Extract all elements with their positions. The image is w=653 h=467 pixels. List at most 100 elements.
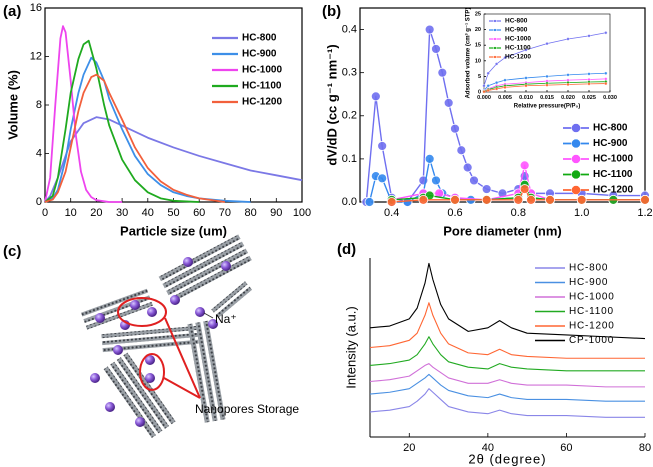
data-point	[503, 85, 507, 89]
legend-label: HC-800	[505, 18, 528, 25]
data-point	[424, 153, 435, 164]
x-tick-label: 0.005	[498, 95, 512, 101]
y-tick-label: 8	[36, 99, 42, 111]
graphene-stack	[81, 288, 153, 330]
y-axis-title: Adsorbed volume (cm³ g⁻¹ STP)	[465, 8, 472, 99]
y-tick-label: 5	[478, 74, 481, 80]
data-point	[576, 194, 587, 205]
x-tick-label: 0.4	[384, 207, 399, 219]
data-point	[640, 194, 650, 205]
series-line	[369, 388, 645, 418]
x-tick-label: 10	[65, 207, 77, 219]
ion-label: Na⁺	[215, 312, 237, 326]
series-line	[44, 116, 303, 203]
x-tick-label: 0.8	[511, 207, 526, 219]
x-tick-label: 90	[270, 207, 282, 219]
series-line	[44, 25, 123, 203]
data-point	[486, 88, 490, 92]
data-point	[418, 194, 429, 205]
legend-label: HC-1200	[242, 97, 282, 108]
series-line	[369, 336, 645, 372]
y-tick-label: 15	[475, 43, 481, 49]
y-tick-label: 0.0	[342, 196, 357, 208]
data-point	[431, 175, 441, 186]
x-axis-title: 2θ (degree)	[468, 451, 546, 466]
data-point	[450, 194, 460, 205]
x-tick-label: 0.015	[540, 95, 554, 101]
data-point	[495, 87, 499, 91]
legend-marker	[571, 138, 581, 149]
annotation: Nanopores Storage	[195, 402, 299, 416]
data-point	[437, 67, 448, 78]
y-tick-label: 16	[30, 2, 42, 14]
x-tick-label: 0.6	[447, 207, 462, 219]
pointer	[203, 312, 214, 319]
y-tick-label: 25	[475, 11, 481, 17]
data-point	[587, 34, 591, 38]
data-point	[462, 162, 473, 173]
legend-label: HC-1000	[593, 154, 633, 165]
data-point	[513, 194, 524, 205]
series-line	[391, 188, 645, 203]
legend-label: HC-1100	[569, 306, 614, 317]
data-point	[519, 160, 530, 171]
x-tick-label: 70	[219, 207, 231, 219]
legend-label: HC-900	[505, 27, 528, 34]
legend-label: HC-1000	[569, 292, 615, 303]
legend-label: CP-1000	[569, 335, 614, 346]
data-point	[402, 197, 413, 207]
data-point	[370, 91, 381, 102]
legend-label: HC-1100	[505, 45, 531, 52]
x-tick-label: 60	[193, 207, 205, 219]
series-line	[44, 73, 226, 203]
panel-label: (a)	[3, 3, 21, 20]
data-point	[604, 82, 608, 86]
y-tick-label: 0.1	[342, 153, 357, 165]
legend-marker	[571, 123, 581, 133]
y-tick-label: 4	[36, 147, 42, 159]
graphene-stack	[211, 281, 253, 318]
legend-marker	[571, 185, 581, 195]
x-tick-label: 0.025	[582, 95, 596, 101]
data-point	[587, 82, 591, 86]
panel-label: (c)	[3, 243, 21, 260]
y-tick-label: 20	[475, 27, 481, 33]
series-line	[369, 373, 645, 402]
x-tick-label: 100	[293, 207, 311, 219]
x-axis-title: Relative pressure(P/P₀)	[514, 104, 580, 110]
x-tick-label: 80	[639, 442, 651, 454]
x-tick-label: 1.0	[574, 207, 589, 219]
y-tick-label: 10	[475, 58, 481, 64]
x-tick-label: 50	[167, 207, 179, 219]
data-point	[434, 188, 445, 199]
x-tick-label: 80	[244, 207, 256, 219]
data-point	[524, 76, 528, 80]
legend-label: HC-800	[569, 263, 608, 274]
data-point	[364, 197, 375, 207]
data-point	[566, 82, 570, 87]
legend-label: HC-900	[593, 138, 628, 149]
y-tick-label: 12	[30, 50, 42, 62]
data-point	[503, 78, 507, 82]
legend-label: HC-1000	[505, 36, 531, 43]
legend-label: HC-800	[242, 33, 277, 44]
y-axis-title: Volume (%)	[5, 70, 20, 140]
schematic: (c) Na⁺ N	[3, 234, 299, 439]
x-tick-label: 30	[116, 207, 128, 219]
legend-label: HC-1100	[593, 169, 633, 180]
panel-label: (d)	[337, 241, 356, 258]
y-tick-label: 0.3	[342, 67, 357, 79]
data-point	[545, 83, 549, 87]
legend-label: HC-900	[569, 277, 608, 288]
y-tick-label: 0	[36, 196, 42, 208]
graphene-stack	[187, 320, 226, 423]
data-point	[495, 81, 499, 85]
data-point	[386, 197, 397, 207]
y-tick-label: 0.4	[342, 23, 357, 35]
y-axis-title: dV/dD (cc g⁻¹ nm⁻¹)	[324, 44, 339, 165]
x-tick-label: 0	[42, 207, 48, 219]
legend-marker	[571, 154, 581, 164]
x-tick-label: 20	[90, 207, 102, 219]
x-tick-label: 1.2	[637, 207, 652, 219]
